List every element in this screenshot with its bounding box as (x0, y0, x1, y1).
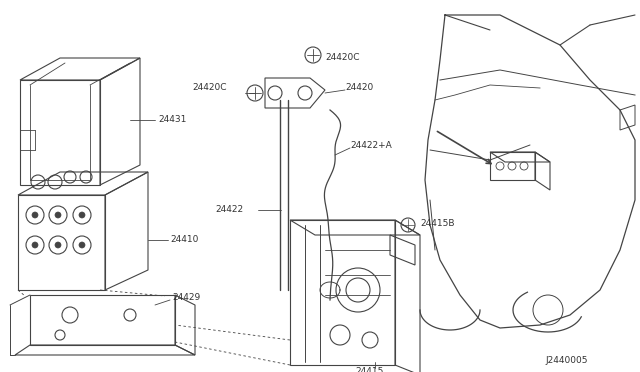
Text: J2440005: J2440005 (545, 356, 588, 365)
Circle shape (55, 212, 61, 218)
Circle shape (79, 242, 85, 248)
Text: 24410: 24410 (170, 235, 198, 244)
Text: 24415: 24415 (355, 368, 383, 372)
Text: 24420: 24420 (345, 83, 373, 93)
Circle shape (32, 242, 38, 248)
Text: 24420C: 24420C (192, 83, 227, 93)
Text: 24431: 24431 (158, 115, 186, 125)
Circle shape (32, 212, 38, 218)
Circle shape (79, 212, 85, 218)
Circle shape (55, 242, 61, 248)
Text: 24422+A: 24422+A (350, 141, 392, 150)
Text: 24415B: 24415B (420, 219, 454, 228)
Text: 24422: 24422 (215, 205, 243, 215)
Text: 24420C: 24420C (325, 52, 360, 61)
Text: 24429: 24429 (172, 294, 200, 302)
